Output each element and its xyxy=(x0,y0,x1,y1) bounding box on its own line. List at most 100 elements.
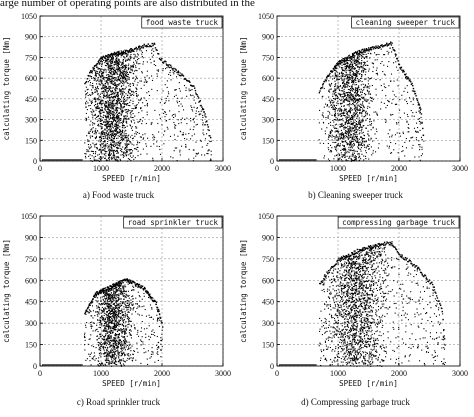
scatter-point xyxy=(336,130,339,132)
scatter-point xyxy=(109,154,111,156)
scatter-point xyxy=(118,60,120,62)
scatter-point xyxy=(341,156,343,158)
scatter-point xyxy=(341,79,343,81)
scatter-point xyxy=(126,136,128,139)
scatter-point xyxy=(113,140,115,142)
scatter-point xyxy=(351,144,353,146)
scatter-point xyxy=(410,109,412,112)
scatter-point xyxy=(344,153,346,155)
scatter-point xyxy=(113,91,115,93)
scatter-point xyxy=(370,138,372,140)
scatter-point xyxy=(88,338,90,340)
scatter-point xyxy=(136,88,138,90)
scatter-point xyxy=(107,116,109,118)
scatter-point xyxy=(128,88,130,90)
scatter-point xyxy=(156,75,158,77)
scatter-point xyxy=(134,70,136,72)
scatter-point xyxy=(210,154,212,156)
scatter-point xyxy=(125,74,127,76)
scatter-point xyxy=(120,54,122,56)
scatter-point xyxy=(122,301,124,303)
scatter-point xyxy=(113,82,115,84)
scatter-point xyxy=(120,348,122,350)
scatter-point xyxy=(345,110,347,112)
scatter-point xyxy=(361,62,363,64)
scatter-point xyxy=(122,101,125,103)
scatter-point xyxy=(330,124,332,126)
scatter-point xyxy=(109,351,111,354)
scatter-point xyxy=(88,105,90,107)
scatter-point xyxy=(326,78,328,80)
scatter-point xyxy=(416,127,419,129)
scatter-point xyxy=(103,76,105,79)
scatter-point xyxy=(166,80,168,82)
scatter-point xyxy=(348,66,350,68)
scatter-point xyxy=(132,103,134,105)
scatter-point xyxy=(361,55,363,57)
scatter-point xyxy=(329,88,331,90)
scatter-point xyxy=(98,62,101,64)
scatter-point xyxy=(152,159,154,161)
scatter-point xyxy=(130,66,132,68)
scatter-point xyxy=(98,306,100,308)
scatter-point xyxy=(132,303,134,305)
scatter-point xyxy=(352,120,354,122)
scatter-point xyxy=(126,113,128,115)
scatter-point xyxy=(120,104,122,106)
scatter-point xyxy=(120,72,122,74)
envelope-point xyxy=(196,94,198,96)
scatter-point xyxy=(115,57,118,60)
scatter-point xyxy=(101,88,103,90)
scatter-point xyxy=(118,74,120,76)
scatter-point xyxy=(185,144,187,146)
scatter-point xyxy=(116,330,118,333)
scatter-point xyxy=(97,125,100,127)
envelope-point xyxy=(353,52,355,54)
scatter-point xyxy=(120,355,122,357)
scatter-point xyxy=(112,150,114,152)
scatter-point xyxy=(136,70,138,72)
envelope-point xyxy=(118,53,121,55)
scatter-point xyxy=(346,130,348,132)
scatter-point xyxy=(97,72,99,74)
scatter-point xyxy=(193,99,195,101)
scatter-point xyxy=(115,150,117,152)
scatter-point xyxy=(350,98,352,100)
scatter-point xyxy=(359,141,361,143)
scatter-point xyxy=(130,347,132,349)
scatter-point xyxy=(95,74,97,76)
scatter-point xyxy=(98,322,100,324)
scatter-point xyxy=(343,99,345,101)
scatter-point xyxy=(420,116,422,118)
scatter-point xyxy=(352,82,354,84)
scatter-point xyxy=(124,66,126,68)
scatter-point xyxy=(363,98,365,100)
scatter-point xyxy=(116,124,118,126)
scatter-point xyxy=(117,70,119,72)
scatter-point xyxy=(112,91,114,93)
scatter-point xyxy=(344,140,346,142)
scatter-point xyxy=(118,122,120,124)
scatter-point xyxy=(337,139,339,141)
scatter-point xyxy=(399,109,401,111)
scatter-point xyxy=(122,74,124,76)
scatter-point xyxy=(117,68,119,70)
envelope-point xyxy=(148,45,150,48)
scatter-point xyxy=(353,105,355,107)
scatter-point xyxy=(126,55,128,57)
envelope-point xyxy=(141,47,143,49)
scatter-point xyxy=(121,138,123,140)
scatter-point xyxy=(343,92,345,94)
scatter-point xyxy=(117,69,119,71)
scatter-point xyxy=(89,144,92,146)
scatter-point xyxy=(130,116,132,118)
scatter-point xyxy=(120,154,122,156)
scatter-point xyxy=(117,348,119,350)
scatter-point xyxy=(109,56,112,58)
scatter-point xyxy=(342,120,344,122)
scatter-point xyxy=(91,150,93,152)
scatter-point xyxy=(358,153,360,155)
scatter-point xyxy=(352,109,354,111)
scatter-point xyxy=(367,86,369,88)
scatter-point xyxy=(326,105,328,107)
